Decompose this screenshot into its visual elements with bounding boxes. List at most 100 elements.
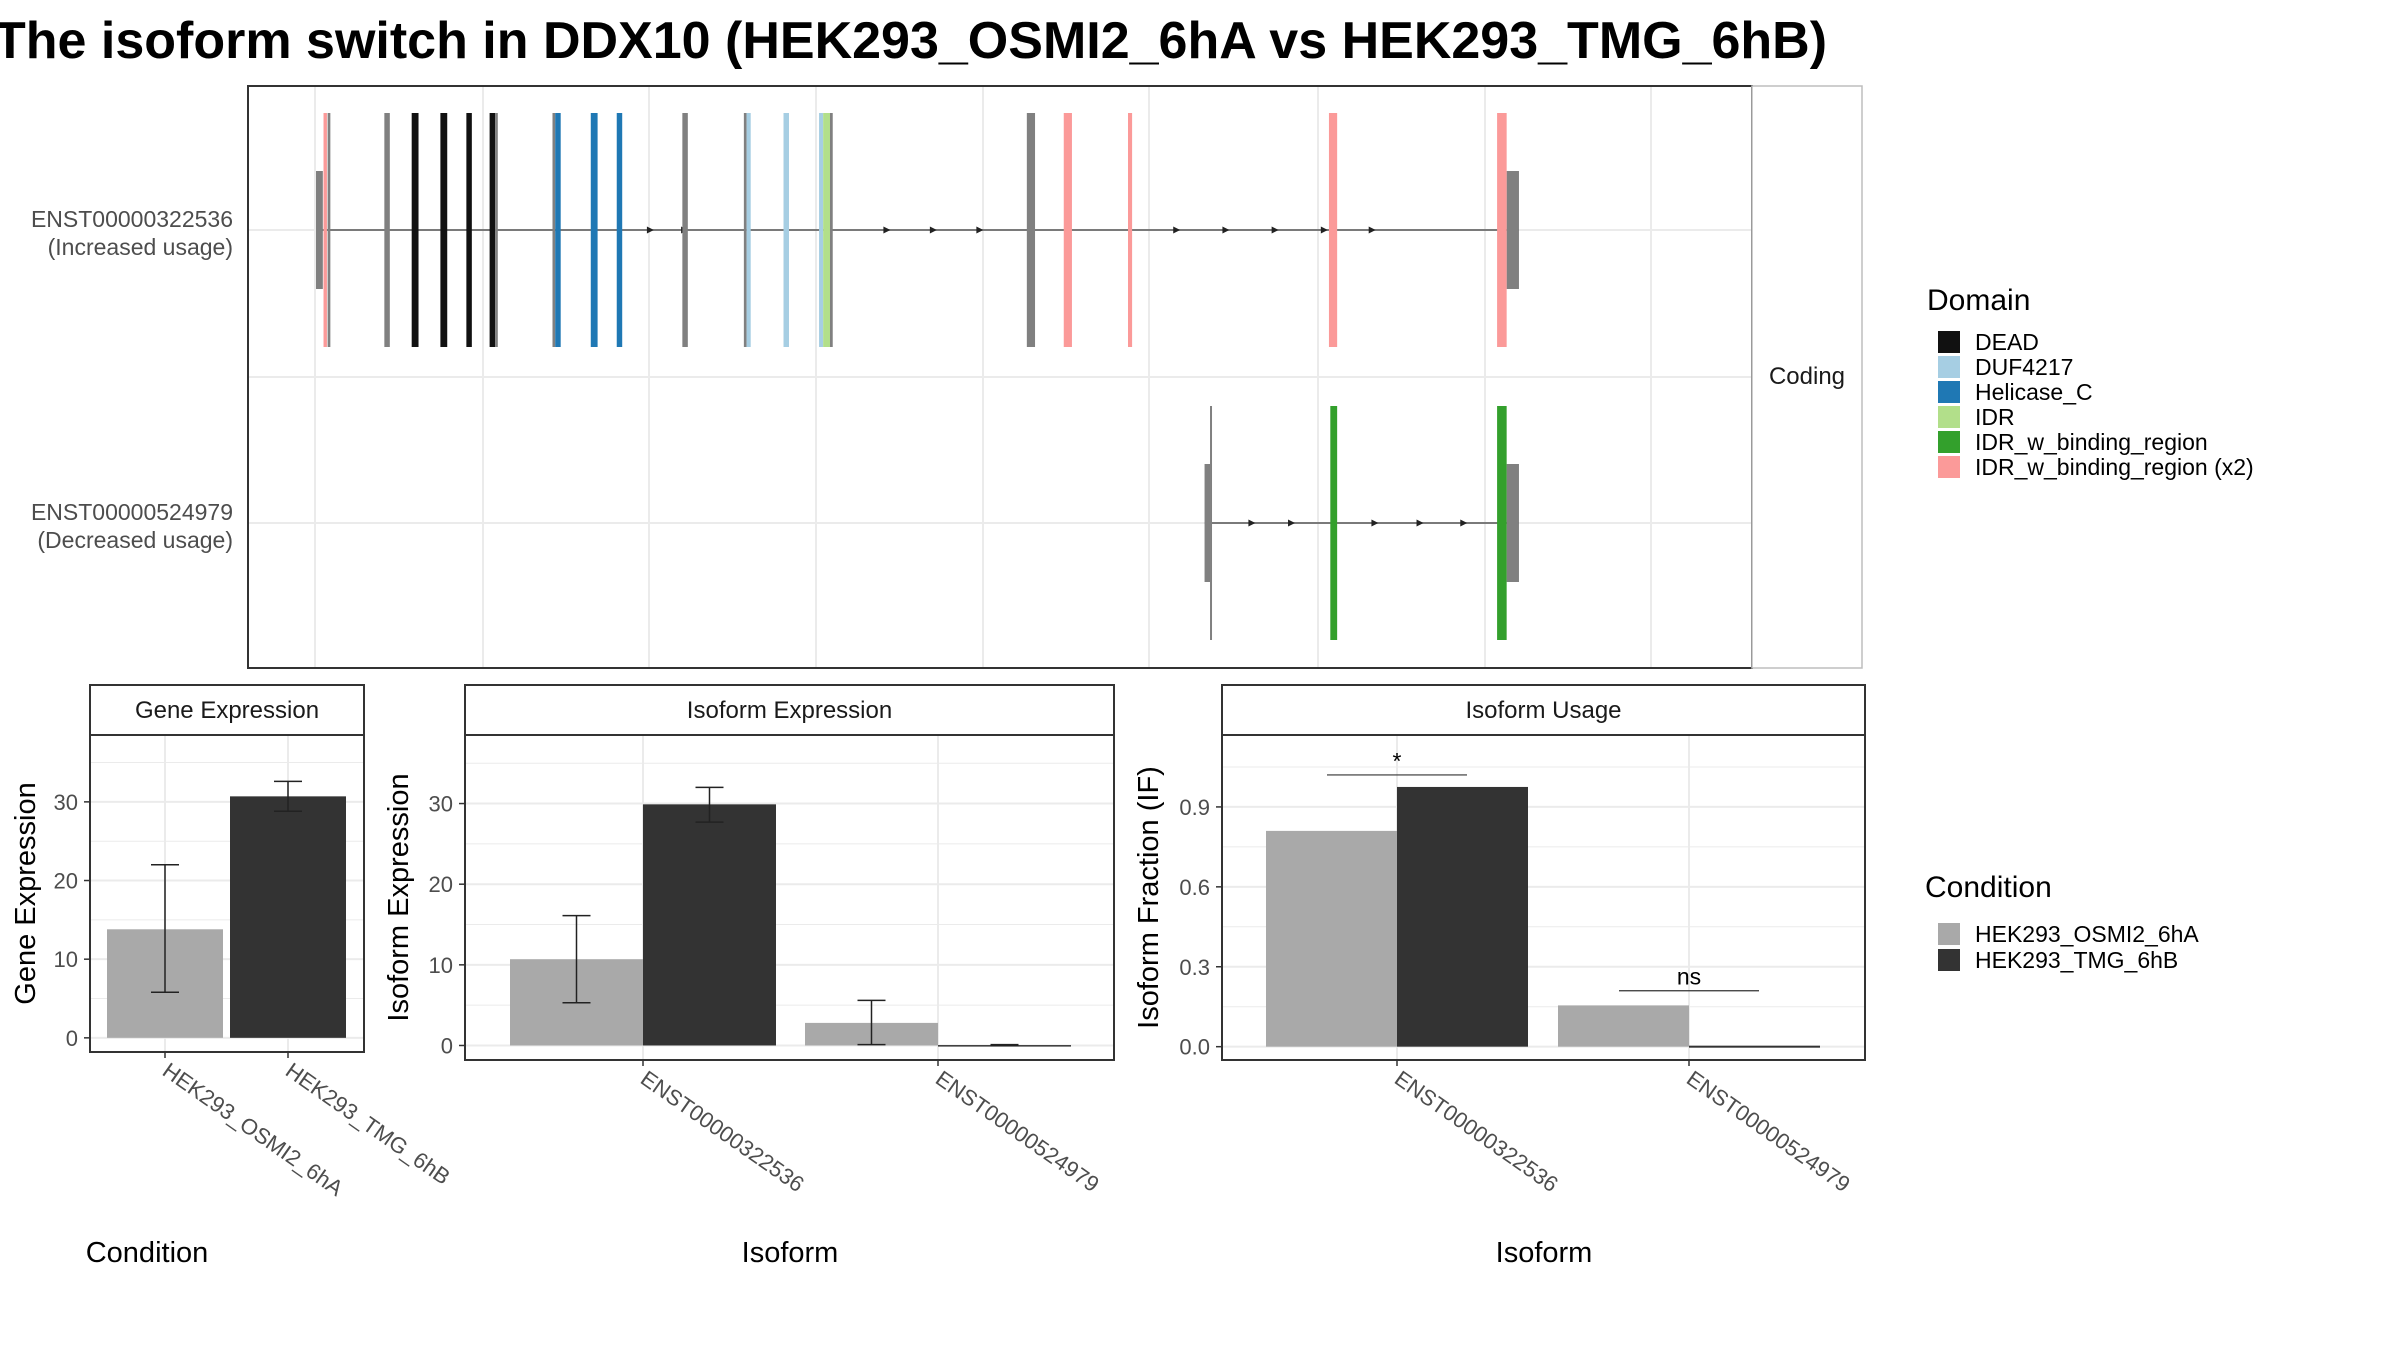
strand-arrow: [1173, 226, 1181, 234]
strand-arrow: [1248, 519, 1256, 527]
exon-plain: [384, 113, 390, 347]
transcript-usage-label: (Increased usage): [48, 234, 233, 260]
bar-panel-strip: [464, 684, 1115, 736]
exon-idr-w-binding-region-x2-: [1127, 113, 1133, 347]
exon-plain: [1026, 113, 1036, 347]
strand-arrow: [1416, 519, 1424, 527]
exon-helicase-c: [555, 113, 561, 347]
condition-legend-label: HEK293_OSMI2_6hA: [1975, 921, 2199, 947]
strand-arrow: [1288, 519, 1296, 527]
domain-legend-label: DUF4217: [1975, 354, 2073, 380]
exon-plain: [1210, 406, 1213, 640]
x-axis-label: Isoform: [742, 1237, 839, 1269]
x-axis-label: Isoform: [1496, 1237, 1593, 1269]
strand-arrow: [1271, 226, 1279, 234]
strand-arrow: [646, 226, 654, 234]
condition-legend-label: HEK293_TMG_6hB: [1975, 947, 2178, 973]
y-tick-label: 0.6: [1179, 875, 1210, 900]
domain-legend-label: Helicase_C: [1975, 379, 2093, 405]
bar-panel-title: Isoform Expression: [687, 697, 892, 724]
domain-legend-label: DEAD: [1975, 329, 2039, 355]
domain-legend-key: [1938, 381, 1960, 403]
exon-dead: [440, 113, 448, 347]
utr3-block: [1506, 171, 1519, 289]
domain-legend-key: [1938, 356, 1960, 378]
y-tick-label: 10: [54, 947, 78, 972]
bar-hek293-tmg-6hb: [643, 804, 776, 1046]
bar-hek293-osmi2-6ha: [1558, 1005, 1689, 1047]
y-tick-label: 30: [429, 792, 453, 817]
domain-legend-key: [1938, 406, 1960, 428]
domain-legend-key: [1938, 456, 1960, 478]
y-tick-label: 30: [54, 790, 78, 815]
y-tick-label: 0: [66, 1026, 78, 1051]
x-tick-label: ENST00000322536: [1390, 1066, 1563, 1197]
domain-legend-label: IDR: [1975, 404, 2015, 430]
exon-idr-w-binding-region-x2-: [323, 113, 327, 347]
transcript-id-label: ENST00000322536: [31, 206, 233, 232]
strand-arrow: [1222, 226, 1230, 234]
exon-plain: [682, 113, 688, 347]
strand-arrow: [929, 226, 937, 234]
transcript-structure-panel: ENST00000322536(Increased usage) ENST0000…: [31, 85, 1863, 669]
transcript-ENST00000322536: [248, 113, 1752, 347]
y-axis-label: Gene Expression: [10, 782, 42, 1004]
exon-duf4217: [819, 113, 824, 347]
strand-arrow: [883, 226, 891, 234]
x-tick-label: ENST00000322536: [636, 1066, 809, 1197]
exon-idr-w-binding-region: [1330, 406, 1338, 640]
bar-hek293-tmg-6hb: [230, 796, 346, 1038]
significance-label: *: [1393, 748, 1402, 774]
exon-idr-w-binding-region: [1497, 406, 1507, 640]
exon-plain: [495, 113, 498, 347]
y-tick-label: 0.3: [1179, 955, 1210, 980]
condition-legend-title: Condition: [1925, 871, 2052, 904]
exon-helicase-c: [590, 113, 598, 347]
exon-plain: [552, 113, 556, 347]
bar-hek293-osmi2-6ha: [1266, 830, 1397, 1047]
y-axis-label: Isoform Fraction (IF): [1133, 766, 1165, 1029]
y-tick-label: 10: [429, 953, 453, 978]
exon-dead: [489, 113, 496, 347]
condition-legend-key: [1938, 923, 1960, 945]
domain-legend-key: [1938, 431, 1960, 453]
domain-legend-label: IDR_w_binding_region: [1975, 429, 2208, 455]
y-tick-label: 0.9: [1179, 795, 1210, 820]
bar-panel-strip: [1221, 684, 1866, 736]
exon-duf4217: [746, 113, 751, 347]
exon-helicase-c: [616, 113, 623, 347]
figure-title: The isoform switch in DDX10 (HEK293_OSMI…: [0, 12, 1827, 70]
exon-duf4217: [783, 113, 789, 347]
exon-idr-w-binding-region-x2-: [1497, 113, 1507, 347]
structure-strip-label: Coding: [1769, 363, 1845, 390]
utr3-block: [1506, 464, 1519, 582]
exon-idr: [823, 113, 830, 347]
exon-plain: [327, 113, 331, 347]
transcript-ENST00000524979: [248, 406, 1752, 640]
exon-idr-w-binding-region-x2-: [1063, 113, 1072, 347]
y-tick-label: 20: [429, 872, 453, 897]
exon-idr-w-binding-region-x2-: [1328, 113, 1338, 347]
domain-legend: Domain DEADDUF4217Helicase_CIDRIDR_w_bin…: [1927, 284, 2254, 480]
bar-panel-title: Gene Expression: [135, 697, 319, 724]
utr5-block: [1204, 464, 1211, 582]
bar-panel-2: Isoform Expression 0 10 20 30 ENST00000322536…: [383, 684, 1115, 1269]
domain-legend-key: [1938, 331, 1960, 353]
y-tick-label: 0: [441, 1033, 453, 1058]
transcript-id-label: ENST00000524979: [31, 499, 233, 525]
domain-legend-label: IDR_w_binding_region (x2): [1975, 454, 2254, 480]
condition-legend-key: [1938, 949, 1960, 971]
exon-dead: [411, 113, 419, 347]
y-axis-label: Isoform Expression: [383, 773, 415, 1021]
y-tick-label: 20: [54, 869, 78, 894]
bar-panel-3: * ns Isoform Usage 0.0 0.3 0.6 0.9 ENST00000322…: [1133, 684, 1866, 1269]
bar-hek293-tmg-6hb: [1397, 786, 1528, 1047]
structure-strip: [1751, 85, 1863, 669]
bar-panels: Gene Expression0102030HEK293_OSMI2_6hAHE…: [10, 684, 1866, 1269]
strand-arrow: [1460, 519, 1468, 527]
x-axis-label: Condition: [86, 1237, 209, 1269]
bar-panel-title: Isoform Usage: [1465, 697, 1621, 724]
